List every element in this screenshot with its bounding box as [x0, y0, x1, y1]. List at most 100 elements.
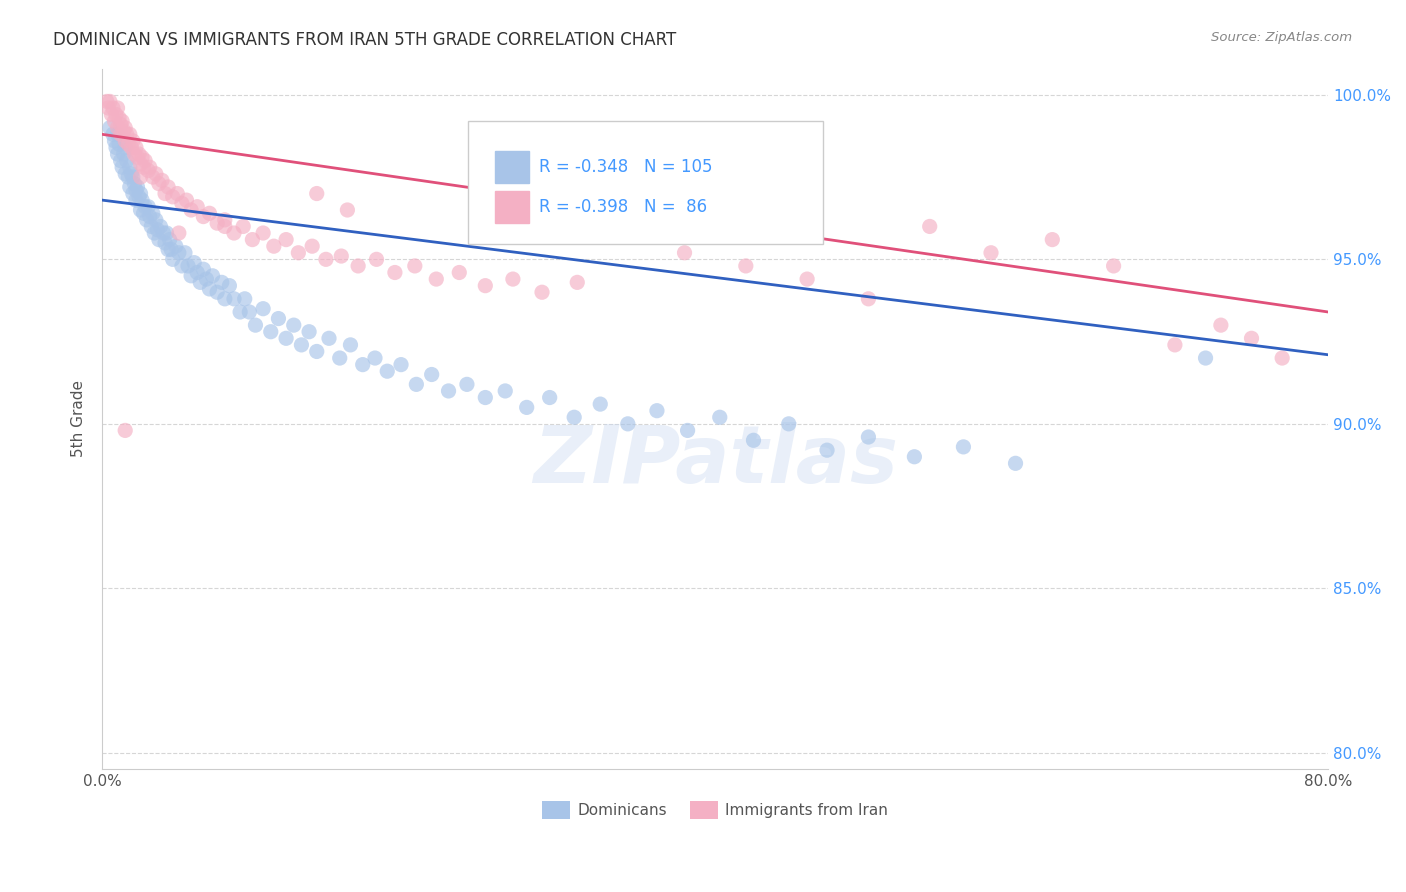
Point: [305, 186, 328, 201]
Point: [107, 128, 129, 142]
Point: [114, 424, 136, 438]
Point: [645, 403, 668, 417]
Point: [211, 276, 233, 290]
Point: [1040, 233, 1063, 247]
Point: [502, 272, 524, 286]
Text: R = -0.398   N =  86: R = -0.398 N = 86: [538, 197, 707, 216]
Point: [120, 167, 142, 181]
Point: [97, 101, 120, 115]
Point: [201, 268, 224, 283]
Point: [105, 140, 128, 154]
Point: [117, 170, 139, 185]
Point: [903, 450, 925, 464]
Point: [157, 180, 180, 194]
Point: [562, 410, 585, 425]
Point: [1209, 318, 1232, 333]
Point: [1102, 259, 1125, 273]
Point: [673, 245, 696, 260]
Point: [117, 137, 139, 152]
Point: [267, 311, 290, 326]
Point: [329, 351, 352, 365]
Point: [315, 252, 337, 267]
Point: [170, 259, 193, 273]
Point: [222, 292, 245, 306]
Point: [425, 272, 447, 286]
Point: [366, 252, 388, 267]
Point: [186, 265, 208, 279]
Point: [129, 157, 152, 171]
Point: [112, 147, 135, 161]
Point: [159, 233, 181, 247]
Point: [153, 186, 176, 201]
Point: [115, 153, 138, 168]
Point: [180, 202, 202, 217]
Point: [405, 377, 427, 392]
Point: [474, 391, 496, 405]
Point: [129, 202, 152, 217]
Point: [166, 186, 188, 201]
Point: [108, 111, 131, 125]
Point: [589, 397, 612, 411]
Point: [107, 147, 129, 161]
Point: [141, 219, 163, 234]
Point: [143, 226, 166, 240]
Point: [108, 137, 131, 152]
Point: [229, 305, 252, 319]
Point: [516, 401, 538, 415]
Point: [245, 318, 267, 333]
Point: [404, 259, 426, 273]
Point: [218, 278, 240, 293]
Point: [114, 120, 136, 135]
Point: [107, 101, 129, 115]
Point: [305, 344, 328, 359]
Point: [162, 252, 184, 267]
Point: [617, 417, 640, 431]
Point: [155, 226, 177, 240]
Point: [456, 377, 478, 392]
Point: [100, 107, 122, 121]
Point: [98, 120, 121, 135]
Point: [274, 331, 297, 345]
Point: [174, 245, 197, 260]
Point: [1194, 351, 1216, 365]
Point: [437, 384, 460, 398]
Point: [149, 219, 172, 234]
Point: [162, 190, 184, 204]
Point: [148, 177, 170, 191]
Point: [114, 167, 136, 181]
Point: [131, 150, 153, 164]
Point: [125, 140, 148, 154]
Point: [114, 134, 136, 148]
Point: [118, 160, 141, 174]
Point: [339, 338, 361, 352]
Point: [375, 364, 398, 378]
Point: [115, 128, 138, 142]
Point: [112, 124, 135, 138]
Point: [111, 114, 134, 128]
Point: [301, 239, 323, 253]
Point: [198, 282, 221, 296]
Point: [283, 318, 305, 333]
Point: [195, 272, 218, 286]
Point: [124, 177, 146, 191]
Point: [449, 265, 471, 279]
Point: [145, 212, 167, 227]
Text: ZIPatlas: ZIPatlas: [533, 422, 897, 500]
Point: [110, 153, 132, 168]
Point: [290, 338, 312, 352]
Point: [336, 202, 359, 217]
Point: [214, 292, 236, 306]
Point: [170, 196, 193, 211]
Point: [165, 239, 187, 253]
Point: [132, 206, 155, 220]
Point: [242, 233, 264, 247]
FancyBboxPatch shape: [468, 121, 823, 244]
Point: [287, 245, 309, 260]
Point: [110, 128, 132, 142]
Point: [274, 233, 297, 247]
Point: [131, 193, 153, 207]
Point: [160, 243, 183, 257]
Point: [347, 259, 370, 273]
Point: [118, 128, 141, 142]
Point: [952, 440, 974, 454]
